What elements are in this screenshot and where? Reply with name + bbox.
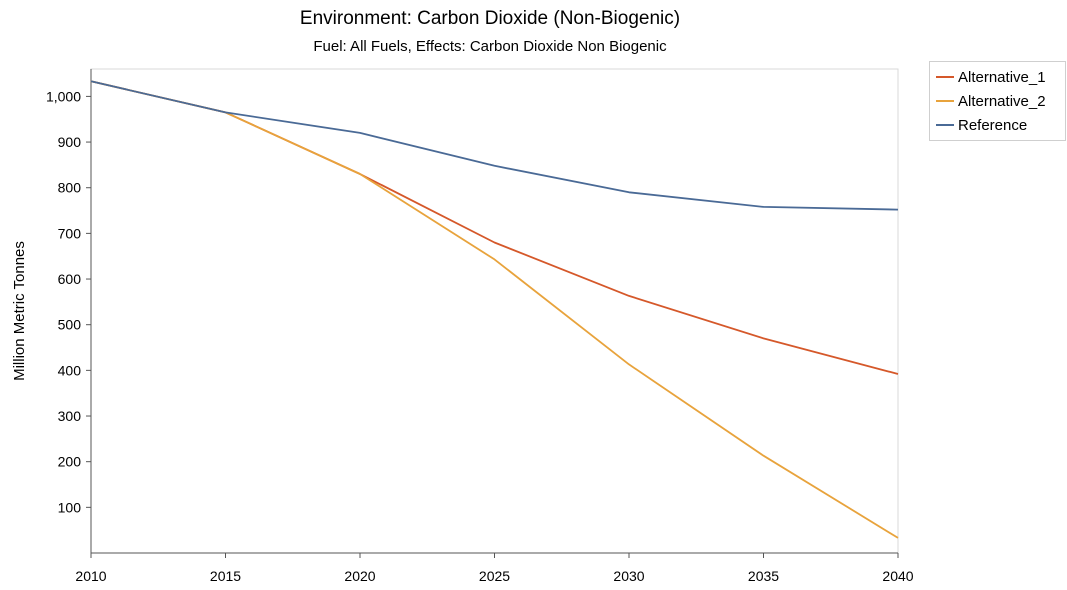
y-tick-label: 300 bbox=[58, 408, 82, 424]
y-axis-label: Million Metric Tonnes bbox=[11, 241, 28, 381]
x-tick-label: 2020 bbox=[344, 568, 375, 584]
plot-area-frame bbox=[90, 68, 899, 554]
x-tick-label: 2030 bbox=[613, 568, 644, 584]
chart-title: Environment: Carbon Dioxide (Non-Biogeni… bbox=[299, 8, 681, 29]
legend-item[interactable]: Alternative_2 bbox=[936, 89, 1065, 113]
legend-swatch bbox=[936, 124, 954, 126]
y-tick-label: 400 bbox=[58, 362, 82, 378]
legend-swatch bbox=[936, 76, 954, 78]
legend-label: Reference bbox=[958, 116, 1028, 134]
y-tick-label: 1,000 bbox=[46, 88, 81, 104]
legend-item[interactable]: Alternative_1 bbox=[936, 65, 1065, 89]
y-tick-label: 700 bbox=[58, 225, 82, 241]
legend: Alternative_1 Alternative_2 Reference bbox=[929, 61, 1066, 141]
y-tick-label: 100 bbox=[58, 499, 82, 515]
legend-swatch bbox=[936, 100, 954, 102]
legend-item[interactable]: Reference bbox=[936, 113, 1065, 137]
chart-subtitle: Fuel: All Fuels, Effects: Carbon Dioxide… bbox=[313, 38, 667, 55]
x-tick-label: 2040 bbox=[882, 568, 913, 584]
series-lines bbox=[90, 80, 899, 539]
x-tick-label: 2010 bbox=[75, 568, 106, 584]
legend-label: Alternative_2 bbox=[958, 92, 1046, 110]
x-tick-label: 2035 bbox=[748, 568, 779, 584]
y-tick-label: 600 bbox=[58, 271, 82, 287]
x-tick-label: 2025 bbox=[479, 568, 510, 584]
axis-ticks: 2010 2015 2020 2025 2030 2035 2040 100 200 300 400… bbox=[46, 88, 914, 584]
x-tick-label: 2015 bbox=[210, 568, 241, 584]
y-tick-label: 500 bbox=[58, 317, 82, 333]
y-tick-label: 800 bbox=[58, 180, 82, 196]
y-tick-label: 200 bbox=[58, 454, 82, 470]
y-tick-label: 900 bbox=[58, 134, 82, 150]
series-line-reference bbox=[90, 80, 899, 211]
legend-label: Alternative_1 bbox=[958, 68, 1046, 86]
